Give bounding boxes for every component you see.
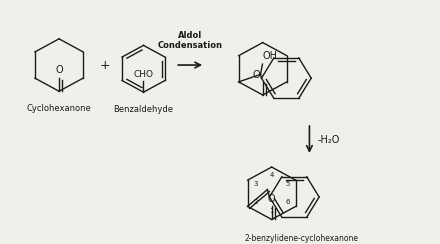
Text: 3: 3 bbox=[253, 181, 257, 187]
Text: 1: 1 bbox=[269, 208, 274, 214]
Text: 2-benzylidene-cyclohexanone: 2-benzylidene-cyclohexanone bbox=[245, 234, 359, 244]
Text: +: + bbox=[99, 59, 110, 71]
Text: 5: 5 bbox=[286, 181, 290, 187]
Text: Benzaldehyde: Benzaldehyde bbox=[114, 105, 173, 114]
Text: Aldol
Condensation: Aldol Condensation bbox=[158, 31, 223, 50]
Text: O: O bbox=[253, 70, 260, 80]
Text: 6: 6 bbox=[286, 199, 290, 205]
Text: 2: 2 bbox=[253, 199, 257, 205]
Text: 4: 4 bbox=[269, 173, 274, 178]
Text: O: O bbox=[268, 193, 275, 203]
Text: OH: OH bbox=[263, 51, 278, 61]
Text: CHO: CHO bbox=[133, 70, 154, 79]
Text: O: O bbox=[55, 65, 63, 75]
Text: Cyclohexanone: Cyclohexanone bbox=[27, 104, 92, 113]
Text: -H₂O: -H₂O bbox=[317, 135, 340, 145]
